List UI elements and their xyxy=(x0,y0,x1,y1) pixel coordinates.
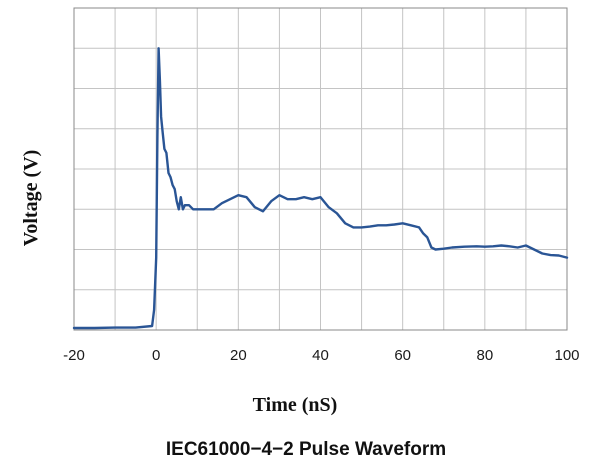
x-tick-label: 100 xyxy=(554,347,579,364)
waveform-line xyxy=(72,47,569,330)
grid-lines xyxy=(73,7,568,331)
y-axis-label: Voltage (V) xyxy=(20,150,42,246)
plot-frame xyxy=(73,7,568,331)
x-tick-label: 80 xyxy=(476,347,493,364)
x-tick-label: 60 xyxy=(394,347,411,364)
x-tick-label: 20 xyxy=(230,347,247,364)
x-tick-label: -20 xyxy=(63,347,85,364)
chart-title: IEC61000−4−2 Pulse Waveform xyxy=(166,439,446,460)
x-tick-label: 40 xyxy=(312,347,329,364)
x-tick-label: 0 xyxy=(152,347,160,364)
x-axis-label: Time (nS) xyxy=(253,394,338,416)
x-tick-labels: -20 0 20 40 60 80 100 xyxy=(63,347,579,364)
